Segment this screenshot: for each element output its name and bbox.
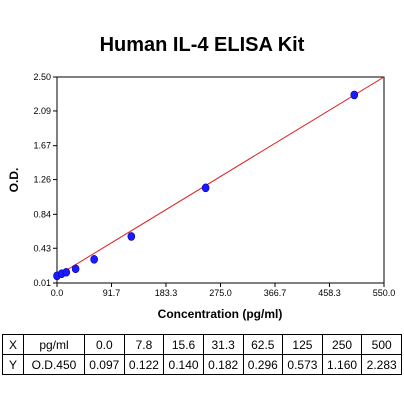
table-cell: 1.160 (321, 354, 363, 375)
data-point (90, 255, 98, 264)
table-cell: 0.140 (163, 354, 204, 375)
table-cell: 15.6 (163, 334, 204, 355)
table-cell: 0.296 (242, 354, 284, 375)
data-point (350, 90, 359, 100)
table-cell: 250 (321, 334, 363, 355)
x-tick-label: 0.0 (51, 288, 64, 298)
x-tick-label: 275.0 (209, 288, 232, 298)
table-cell: 0.573 (282, 354, 323, 375)
data-point (62, 267, 71, 277)
data-point (127, 232, 136, 241)
axis-ticks: 0.0 91.7 183.3 275.0 366.7 458.3 550.0 0.01 0.43… (33, 72, 395, 298)
y-tick-label: 1.26 (33, 175, 51, 185)
y-tick-label: 1.67 (33, 141, 51, 151)
fit-line-group (56, 76, 385, 277)
x-tick-label: 458.3 (318, 288, 341, 298)
table-cell: 0.182 (202, 354, 244, 375)
table-cell: X (2, 334, 24, 355)
table-cell: 7.8 (123, 334, 165, 355)
table-cell: pg/ml (23, 334, 85, 355)
y-tick-label: 2.50 (33, 72, 51, 82)
y-tick-label: 0.43 (33, 243, 51, 253)
table-row: Y O.D.450 0.097 0.122 0.140 0.182 0.296 0.573 1.… (2, 354, 402, 375)
table-cell: 62.5 (242, 334, 284, 355)
plot-frame (56, 76, 385, 284)
x-tick-label: 550.0 (373, 288, 396, 298)
data-point (201, 183, 210, 193)
y-tick-label: 0.84 (33, 209, 51, 219)
table-cell: 125 (282, 334, 323, 355)
table-cell: 2.283 (361, 354, 402, 375)
x-tick-label: 183.3 (155, 288, 178, 298)
data-point (71, 264, 80, 274)
table-cell: O.D.450 (23, 354, 85, 375)
table-cell: 500 (361, 334, 402, 355)
table-cell: 0.097 (84, 354, 125, 375)
x-tick-label: 366.7 (264, 288, 287, 298)
y-axis-label: O.D. (7, 168, 21, 193)
data-points (53, 90, 359, 281)
chart-title: Human IL-4 ELISA Kit (99, 34, 305, 56)
fit-line (56, 76, 385, 277)
table-cell: 0.0 (84, 334, 125, 355)
y-tick-label: 2.09 (33, 106, 51, 116)
table-cell: 31.3 (202, 334, 244, 355)
table-cell: 0.122 (123, 354, 165, 375)
x-axis-label: Concentration (pg/ml) (158, 307, 283, 321)
table-cell: Y (2, 354, 24, 375)
y-tick-label: 0.01 (33, 278, 51, 288)
x-tick-label: 91.7 (103, 288, 121, 298)
